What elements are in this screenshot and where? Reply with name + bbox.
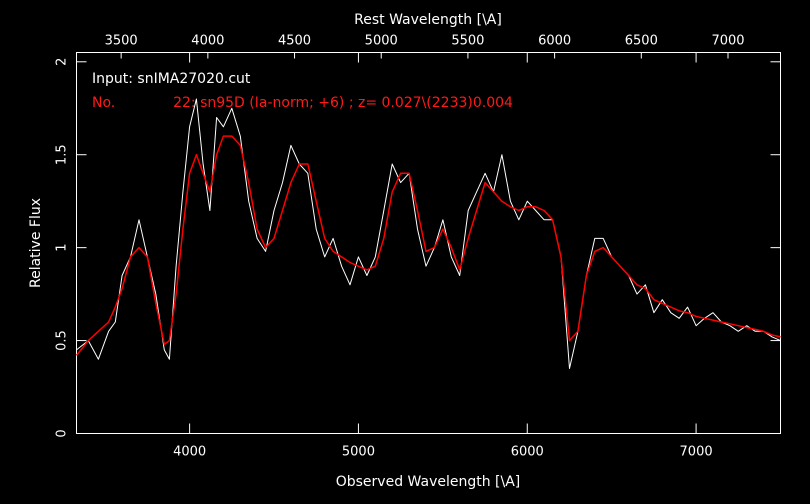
- x-tick-label: 6000: [511, 445, 544, 460]
- x2-tick-label: 6000: [538, 34, 571, 49]
- x-tick-label: 4000: [173, 445, 206, 460]
- x2-tick-label: 5000: [365, 34, 398, 49]
- x2-tick-label: 4500: [278, 34, 311, 49]
- plot-frame: [76, 52, 781, 434]
- x2-tick-label: 5500: [451, 34, 484, 49]
- y-tick-label: 1.5: [55, 144, 70, 165]
- x-axis-label: Observed Wavelength [\A]: [336, 474, 521, 490]
- y-axis-label: Relative Flux: [28, 198, 44, 288]
- x2-tick-label: 6500: [625, 34, 658, 49]
- x-tick-label: 5000: [342, 445, 375, 460]
- x2-tick-label: 7000: [711, 34, 744, 49]
- annotation-match: No. 22: sn95D (Ia-norm; +6) ; z= 0.027\(…: [92, 95, 513, 111]
- y-tick-label: 0: [55, 429, 70, 437]
- y-tick-label: 1: [55, 244, 70, 252]
- series-observed-spectrum: [76, 98, 781, 369]
- annotation-input: Input: snIMA27020.cut: [92, 71, 251, 87]
- x-tick-label: 7000: [680, 445, 713, 460]
- x2-tick-label: 4000: [191, 34, 224, 49]
- y-tick-label: 2: [55, 58, 70, 66]
- x2-tick-label: 3500: [105, 34, 138, 49]
- series-template-fit: [75, 135, 781, 356]
- y-tick-label: 0.5: [55, 330, 70, 351]
- x2-axis-label: Rest Wavelength [\A]: [354, 12, 502, 28]
